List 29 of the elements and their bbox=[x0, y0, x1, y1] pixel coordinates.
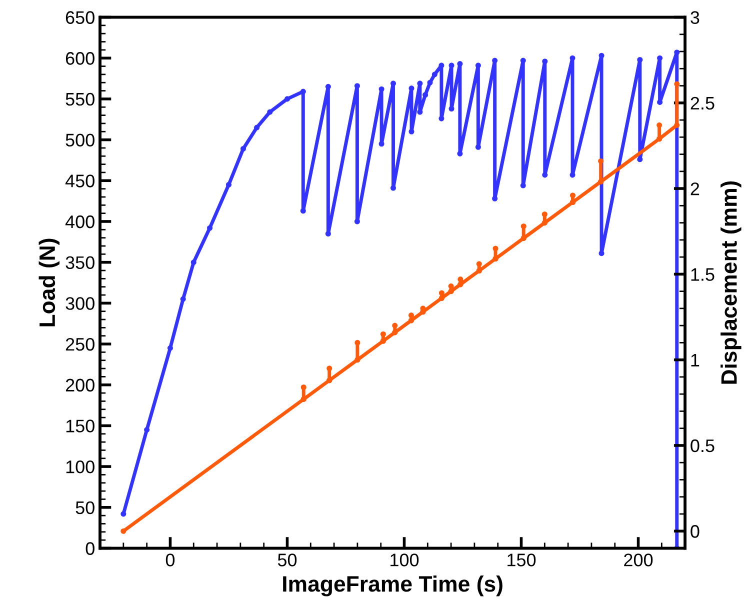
y2-tick-label: 2.5 bbox=[690, 96, 714, 110]
y2-tick-label: 0 bbox=[690, 525, 700, 538]
y2-axis-title: Displacement (mm) bbox=[720, 181, 742, 384]
y-tick-label: 200 bbox=[66, 378, 94, 392]
x-tick-label: 50 bbox=[278, 554, 297, 566]
y2-tick-label: 1 bbox=[691, 354, 700, 366]
x-tick-label: 0 bbox=[166, 554, 175, 566]
y2-tick-label: 3 bbox=[690, 11, 700, 24]
y-tick-label: 100 bbox=[66, 460, 94, 474]
y-tick-label: 550 bbox=[66, 92, 94, 106]
y-tick-label: 650 bbox=[66, 11, 94, 24]
x-axis-title: ImageFrame Time (s) bbox=[283, 575, 502, 596]
y-tick-label: 500 bbox=[66, 134, 94, 147]
y-tick-label: 400 bbox=[65, 215, 94, 228]
y-axis-title: Load (N) bbox=[38, 238, 60, 326]
x-tick-label: 100 bbox=[390, 554, 419, 566]
y2-tick-label: 0.5 bbox=[690, 439, 714, 452]
y-tick-label: 600 bbox=[66, 52, 94, 65]
y-tick-label: 350 bbox=[66, 256, 94, 270]
y-tick-label: 150 bbox=[66, 420, 94, 432]
x-tick-label: 200 bbox=[624, 554, 653, 566]
y2-tick-label: 2 bbox=[690, 182, 700, 196]
y-tick-label: 50 bbox=[76, 501, 94, 514]
y-tick-label: 450 bbox=[65, 174, 94, 188]
y-tick-label: 300 bbox=[66, 297, 94, 310]
y-tick-label: 250 bbox=[66, 338, 94, 351]
x-tick-label: 150 bbox=[508, 554, 536, 566]
y2-tick-label: 1.5 bbox=[691, 268, 714, 281]
y-tick-label: 0 bbox=[86, 542, 94, 555]
